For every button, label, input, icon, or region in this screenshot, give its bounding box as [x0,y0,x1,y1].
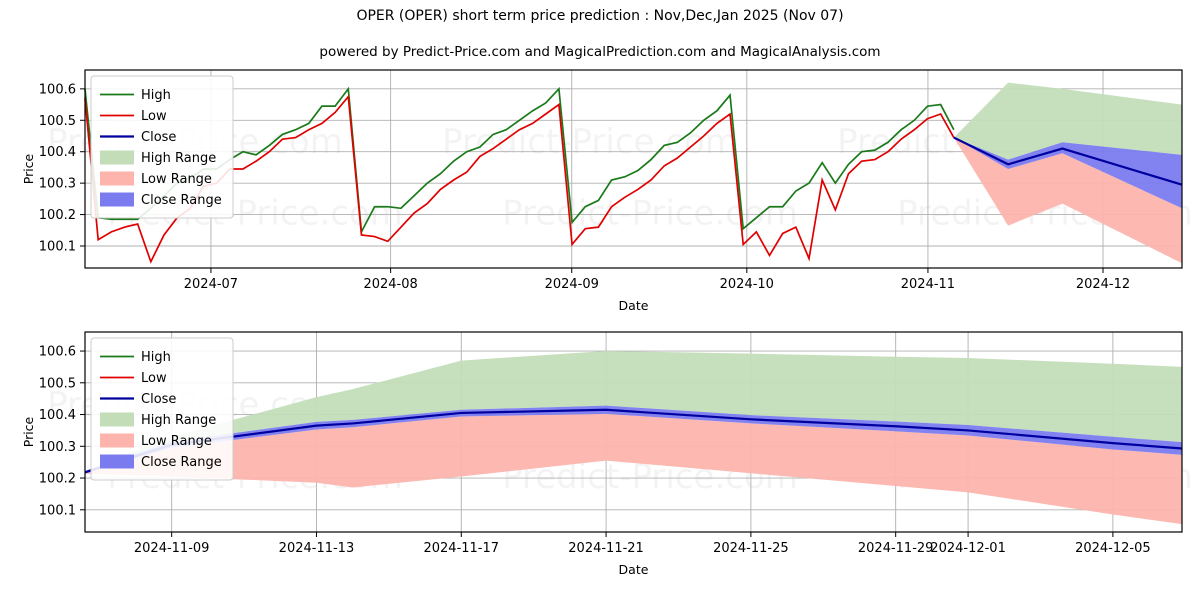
legend-entry-high: High [100,350,171,365]
high-range-band [953,82,1182,160]
ytick-label-4: 100.5 [39,114,76,129]
legend-label: Close Range [141,455,222,470]
xtick-label-2: 2024-11-17 [423,541,499,556]
legend-swatch-band [100,412,134,427]
legend-label: Low [141,371,167,386]
page-title: OPER (OPER) short term price prediction … [356,8,844,24]
xtick-label-6: 2024-12-01 [930,541,1006,556]
ytick-label-0: 100.1 [39,240,76,255]
xtick-label-5: 2024-12 [1076,277,1130,292]
legend-label: Close [141,130,176,145]
x-axis-title: Date [619,562,649,577]
high-range-band [85,351,1182,472]
detail-chart-svg: Predict-Price.comPredict-Price.comPredic… [21,331,1193,577]
xtick-label-1: 2024-11-13 [279,541,355,556]
legend-entry-close-range: Close Range [100,192,222,208]
xtick-label-3: 2024-11-21 [568,541,644,556]
legend-swatch-band [100,454,134,469]
legend-label: Low [141,109,167,124]
legend-label: Low Range [141,172,212,187]
legend-swatch-band [100,171,134,186]
xtick-label-5: 2024-11-29 [858,541,934,556]
ytick-label-1: 100.2 [39,208,76,223]
xtick-label-7: 2024-12-05 [1075,541,1151,556]
legend-entry-low-range: Low Range [100,171,212,187]
low-range-band [953,137,1182,264]
ytick-label-0: 100.1 [39,503,76,518]
ytick-label-2: 100.3 [39,177,76,192]
low-range-band [85,413,1182,525]
legend-swatch-band [100,150,134,165]
legend-swatch-band [100,433,134,448]
overview-chart-svg: Predict-Price.comPredict-Price.comPredic… [21,69,1193,313]
plot-frame [84,331,1183,533]
legend-entry-high-range: High Range [100,150,216,166]
plot-frame [84,69,1183,269]
xtick-label-2: 2024-09 [545,277,599,292]
legend-entry-high: High [100,88,171,103]
xtick-label-1: 2024-08 [363,277,417,292]
y-axis-title: Price [21,416,36,447]
legend-label: Close [141,392,176,407]
watermark-text: Predict-Price.com [442,122,738,162]
legend-label: High [141,350,171,365]
ytick-label-3: 100.4 [39,408,76,423]
legend-label: High [141,88,171,103]
legend-entry-high-range: High Range [100,412,216,428]
legend-entry-close: Close [100,392,176,407]
legend-label: Close Range [141,193,222,208]
detail-chart: Predict-Price.comPredict-Price.comPredic… [0,320,1200,600]
legend-entry-low: Low [100,109,167,124]
legend-entry-close-range: Close Range [100,454,222,470]
xtick-label-4: 2024-11-25 [713,541,789,556]
ytick-label-2: 100.3 [39,440,76,455]
close-line [953,136,1183,186]
legend-label: High Range [141,413,216,428]
ytick-label-3: 100.4 [39,145,76,160]
legend-label: Low Range [141,434,212,449]
xtick-label-3: 2024-10 [720,277,774,292]
xtick-label-0: 2024-07 [184,277,238,292]
ytick-label-1: 100.2 [39,472,76,487]
legend-entry-low: Low [100,371,167,386]
legend-entry-close: Close [100,130,176,145]
xtick-label-4: 2024-11 [901,277,955,292]
legend-label: High Range [141,151,216,166]
close-range-band [953,137,1182,209]
xtick-label-0: 2024-11-09 [134,541,210,556]
overview-chart: Predict-Price.comPredict-Price.comPredic… [21,69,1193,313]
close-line [84,408,1183,474]
legend-swatch-band [100,192,134,207]
ytick-label-5: 100.6 [39,82,76,97]
y-axis-title: Price [21,153,36,184]
x-axis-title: Date [619,298,649,313]
watermark-text: Predict-Price.com [502,193,798,233]
legend-entry-low-range: Low Range [100,433,212,449]
ytick-label-5: 100.6 [39,345,76,360]
page-subtitle: powered by Predict-Price.com and Magical… [319,44,881,60]
ytick-label-4: 100.5 [39,376,76,391]
